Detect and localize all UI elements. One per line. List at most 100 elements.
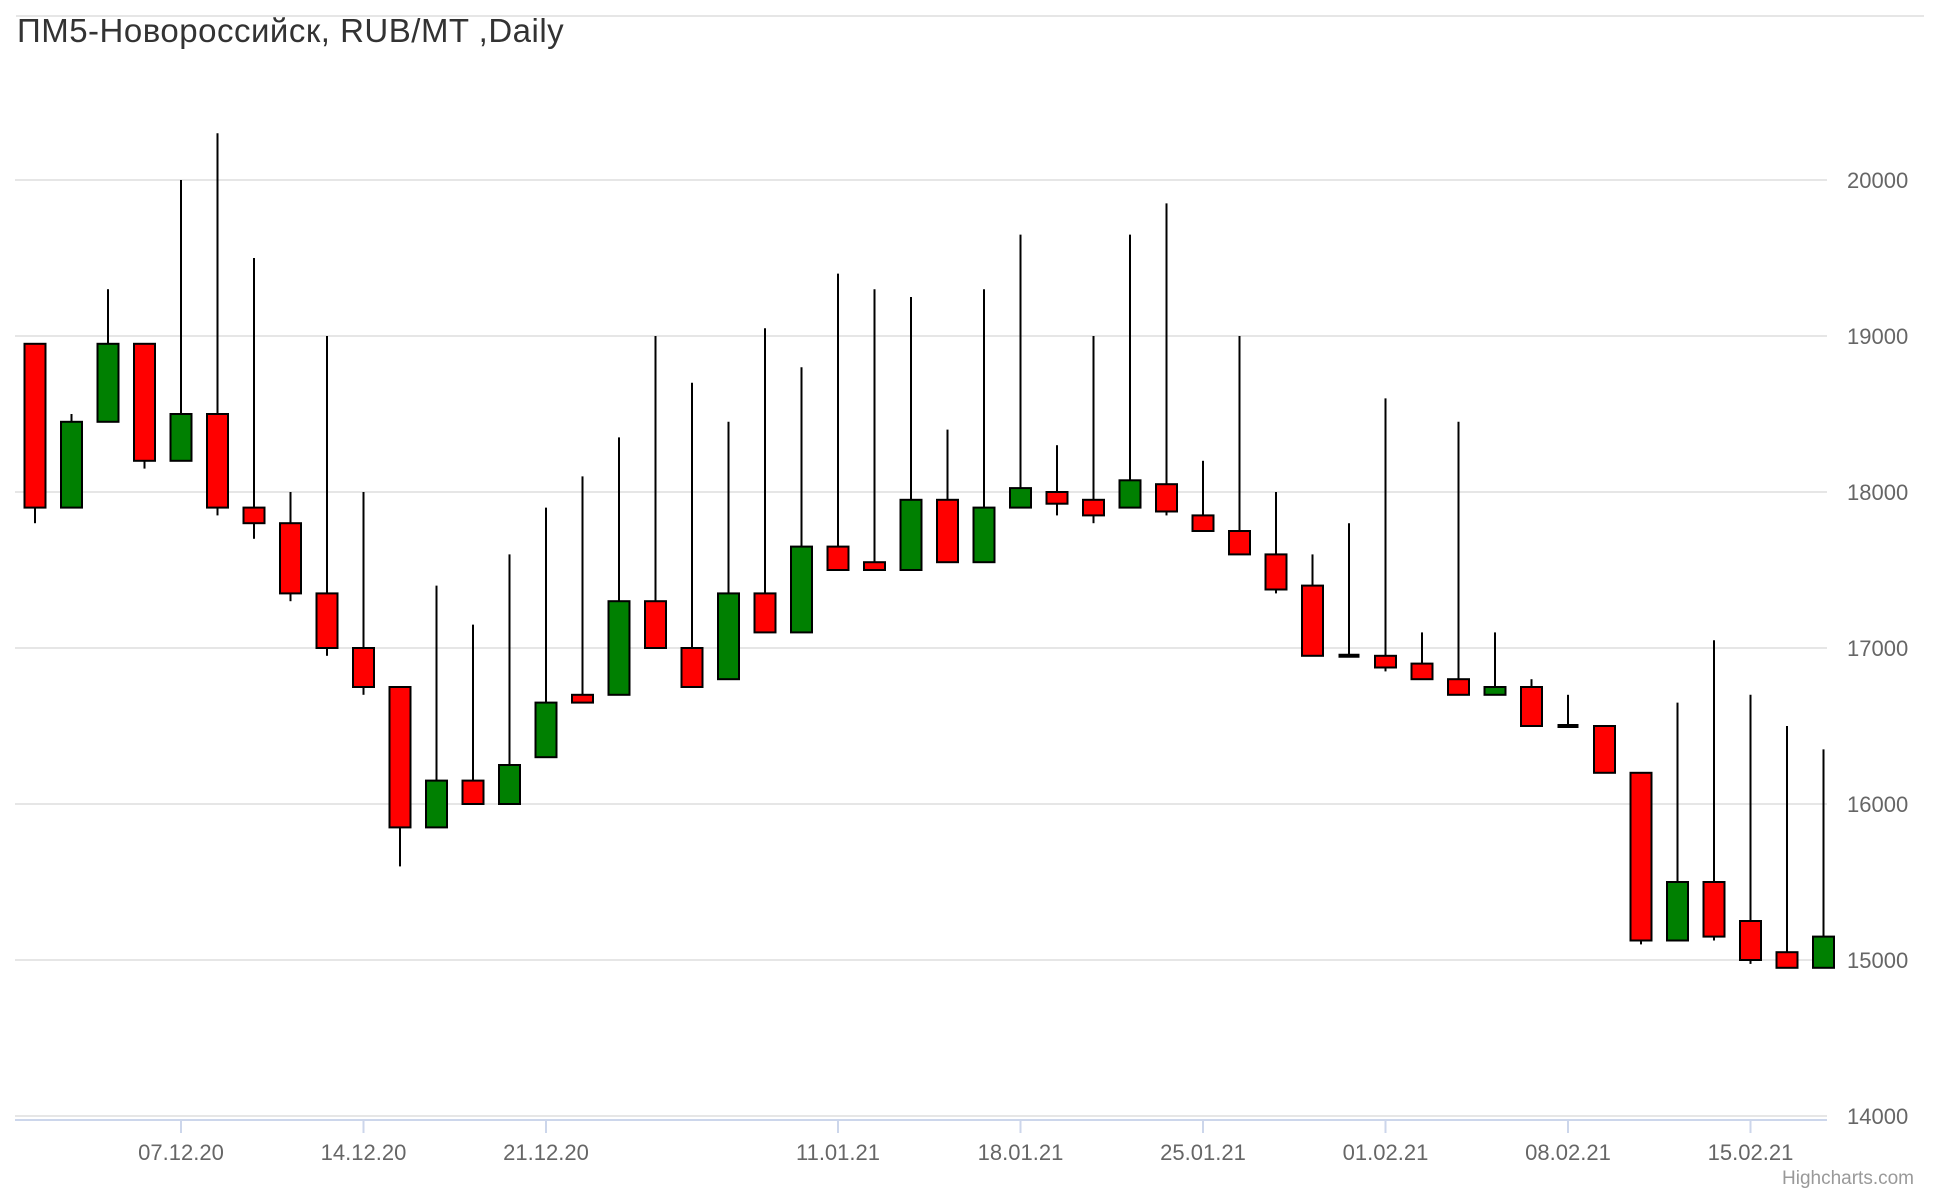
bearish-body [1739, 920, 1762, 961]
bearish-body [1228, 530, 1251, 556]
y-axis-label-17000: 17000 [1847, 636, 1908, 661]
bullish-body [498, 764, 521, 805]
candle-20[interactable] [753, 328, 777, 634]
candle-16[interactable] [607, 437, 631, 696]
bullish-body [1483, 686, 1507, 696]
candle-13[interactable] [498, 554, 521, 805]
candle-5[interactable] [206, 133, 229, 516]
bearish-body [388, 686, 412, 829]
candle-1[interactable] [60, 414, 83, 509]
x-axis-label-08.02.21: 08.02.21 [1525, 1140, 1611, 1165]
candle-31[interactable] [1155, 203, 1178, 516]
candle-49[interactable] [1812, 749, 1835, 969]
candle-32[interactable] [1191, 460, 1215, 533]
bullish-body [1009, 487, 1032, 509]
candle-15[interactable] [571, 476, 594, 704]
bullish-body [607, 600, 631, 696]
candle-8[interactable] [315, 336, 339, 656]
bearish-body [279, 522, 302, 595]
bearish-body [206, 413, 229, 509]
candle-43[interactable] [1593, 725, 1616, 774]
bearish-body [936, 498, 959, 564]
bearish-body [1191, 514, 1215, 533]
candle-10[interactable] [388, 686, 412, 867]
candle-45[interactable] [1666, 702, 1689, 942]
candle-38[interactable] [1410, 632, 1434, 681]
bearish-body [133, 342, 156, 462]
candle-3[interactable] [133, 342, 156, 469]
bearish-body [315, 592, 339, 650]
bullish-body [60, 420, 83, 509]
chart-title: ПМ5-Новороссийск, RUB/MT ,Daily [17, 12, 565, 49]
bearish-body [1264, 553, 1288, 591]
candle-12[interactable] [461, 624, 485, 805]
bearish-body [1520, 686, 1543, 727]
bearish-body [571, 693, 594, 704]
candle-27[interactable] [1009, 234, 1032, 509]
candle-7[interactable] [279, 492, 302, 602]
candle-19[interactable] [717, 421, 740, 681]
candle-11[interactable] [425, 585, 448, 829]
bullish-body [169, 413, 193, 462]
candle-18[interactable] [680, 382, 704, 688]
bearish-body [826, 545, 850, 571]
bearish-body [1410, 662, 1434, 681]
candle-17[interactable] [644, 336, 667, 650]
candle-37[interactable] [1374, 398, 1397, 672]
candle-9[interactable] [352, 492, 375, 695]
bullish-body [972, 506, 996, 564]
x-axis-label-07.12.20: 07.12.20 [138, 1140, 224, 1165]
candle-35[interactable] [1301, 554, 1324, 657]
candle-30[interactable] [1118, 234, 1142, 509]
bearish-body [1447, 678, 1470, 696]
candle-44[interactable] [1629, 771, 1653, 945]
bearish-body [23, 342, 47, 509]
bullish-body [717, 592, 740, 681]
candle-22[interactable] [826, 273, 850, 571]
bullish-body [534, 701, 558, 759]
candle-0[interactable] [23, 342, 47, 524]
y-axis-label-15000: 15000 [1847, 948, 1908, 973]
candle-24[interactable] [899, 297, 923, 571]
candle-42[interactable] [1557, 694, 1579, 728]
x-axis-label-14.12.20: 14.12.20 [321, 1140, 407, 1165]
candle-2[interactable] [96, 289, 120, 423]
candle-26[interactable] [972, 289, 996, 564]
candle-40[interactable] [1483, 632, 1507, 696]
candle-6[interactable] [242, 258, 266, 539]
bearish-body [352, 647, 375, 688]
candle-28[interactable] [1045, 445, 1069, 516]
y-axis-label-16000: 16000 [1847, 792, 1908, 817]
candle-34[interactable] [1264, 492, 1288, 594]
candle-23[interactable] [863, 289, 886, 572]
candle-39[interactable] [1447, 421, 1470, 696]
bearish-body [1155, 483, 1178, 513]
candle-25[interactable] [936, 429, 959, 564]
bearish-body [1593, 725, 1616, 774]
bearish-body [242, 506, 266, 525]
bearish-body [644, 600, 667, 650]
bearish-body [461, 779, 485, 805]
highcharts-credit-link[interactable]: Highcharts.com [1782, 1168, 1914, 1189]
bearish-body [680, 647, 704, 688]
candle-41[interactable] [1520, 679, 1543, 727]
candle-33[interactable] [1228, 336, 1251, 556]
candle-48[interactable] [1775, 726, 1799, 969]
bullish-body [1812, 935, 1835, 969]
candle-21[interactable] [790, 367, 813, 634]
candle-29[interactable] [1082, 336, 1105, 524]
bullish-body [1666, 881, 1689, 942]
y-axis-label-18000: 18000 [1847, 480, 1908, 505]
candle-4[interactable] [169, 180, 193, 462]
candle-47[interactable] [1739, 694, 1762, 964]
bearish-body [1775, 951, 1799, 969]
y-axis-label-14000: 14000 [1847, 1104, 1908, 1129]
x-axis-label-21.12.20: 21.12.20 [503, 1140, 589, 1165]
bearish-body [1301, 584, 1324, 657]
candle-46[interactable] [1702, 640, 1726, 941]
candle-14[interactable] [534, 507, 558, 759]
bearish-body [1702, 881, 1726, 938]
x-axis-label-11.01.21: 11.01.21 [796, 1140, 880, 1165]
candle-36[interactable] [1338, 523, 1360, 658]
bearish-body [1629, 771, 1653, 942]
